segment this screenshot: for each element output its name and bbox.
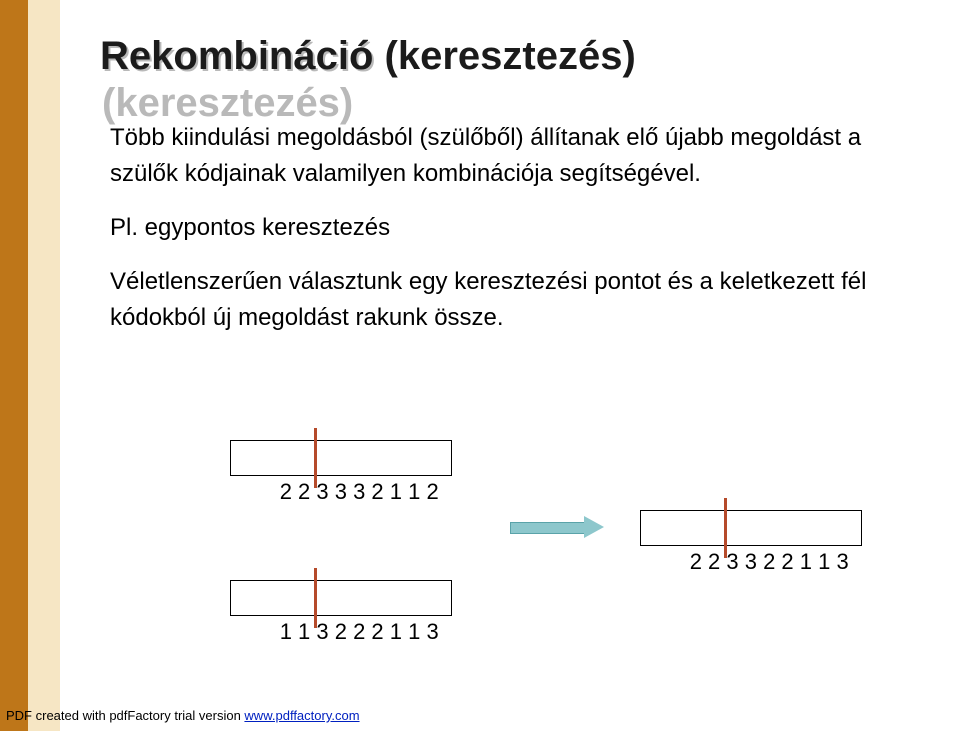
arrow-body — [510, 522, 586, 534]
parent2-box: 1 1 3 2 2 2 1 1 3 — [230, 580, 452, 616]
crossover-diagram: 2 2 3 3 3 2 1 1 2 1 1 3 2 2 2 1 1 3 2 2 … — [110, 440, 930, 640]
cut-line-child — [724, 498, 727, 558]
arrow-head — [584, 516, 604, 538]
parent1-seq: 2 2 3 3 3 2 1 1 2 — [280, 479, 439, 504]
paragraph-1: Több kiindulási megoldásból (szülőből) á… — [110, 120, 930, 192]
side-band-dark — [0, 0, 28, 731]
page-title: Rekombináció (keresztezés) Rekombináció … — [100, 34, 636, 79]
body-text: Több kiindulási megoldásból (szülőből) á… — [110, 120, 930, 354]
parent1-box: 2 2 3 3 3 2 1 1 2 — [230, 440, 452, 476]
cut-line-parent1 — [314, 428, 317, 488]
child-seq: 2 2 3 3 2 2 1 1 3 — [690, 549, 849, 574]
footer-prefix: PDF created with pdfFactory trial versio… — [6, 708, 244, 723]
footer-link[interactable]: www.pdffactory.com — [244, 708, 359, 723]
footer: PDF created with pdfFactory trial versio… — [6, 708, 360, 723]
child-box: 2 2 3 3 2 2 1 1 3 — [640, 510, 862, 546]
side-band-light — [28, 0, 60, 731]
title-text: Rekombináció (keresztezés) — [100, 34, 636, 78]
cut-line-parent2 — [314, 568, 317, 628]
paragraph-2: Pl. egypontos keresztezés — [110, 210, 930, 246]
parent2-seq: 1 1 3 2 2 2 1 1 3 — [280, 619, 439, 644]
paragraph-3: Véletlenszerűen választunk egy keresztez… — [110, 264, 930, 336]
page: Rekombináció (keresztezés) Rekombináció … — [0, 0, 960, 731]
